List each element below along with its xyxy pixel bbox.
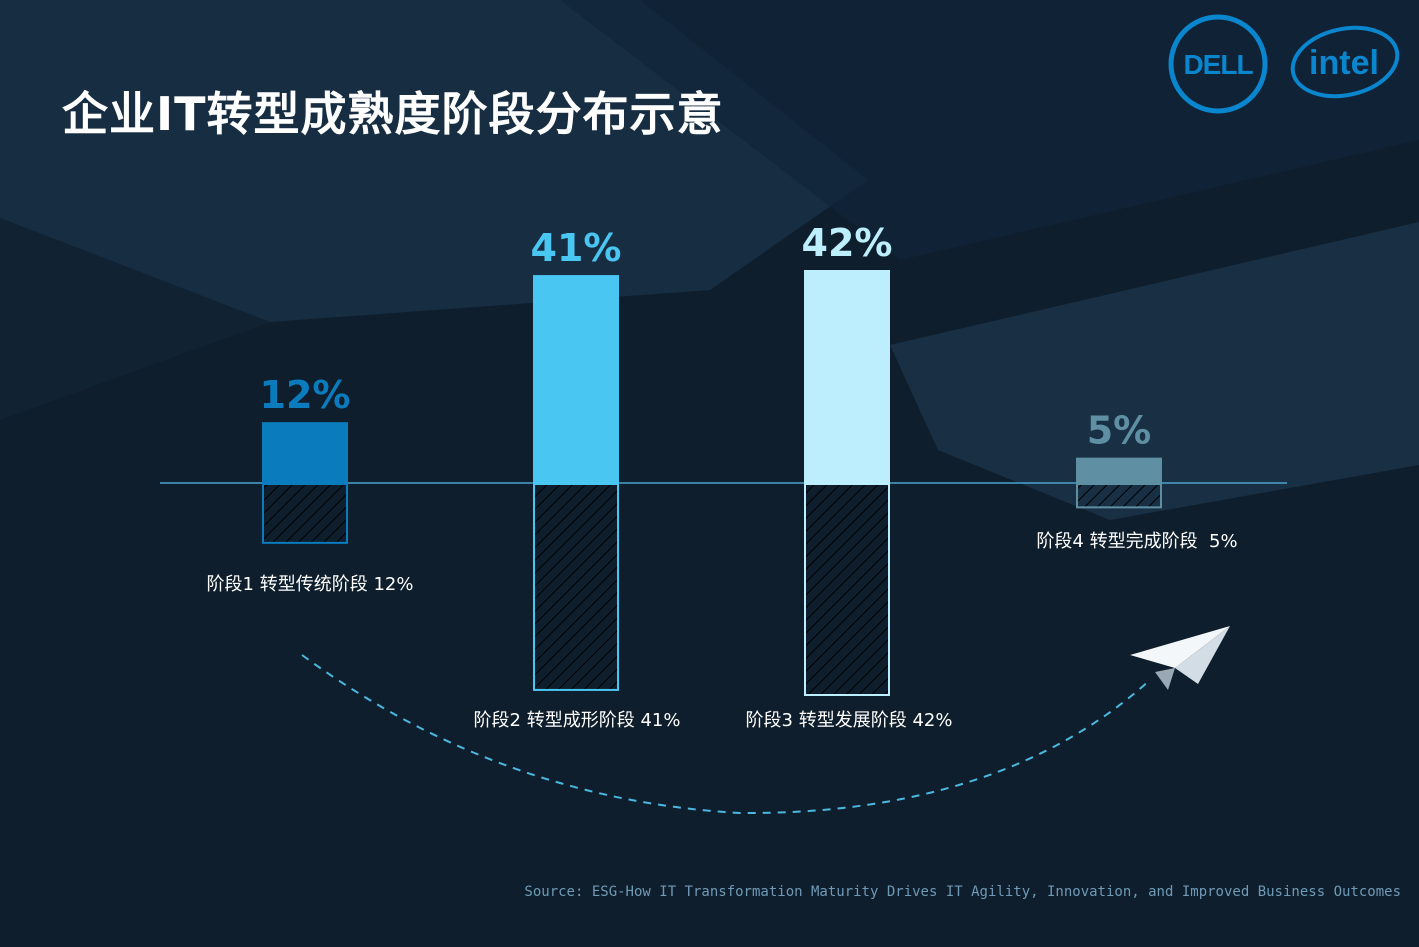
bar-reflection-stage-1 [262, 483, 348, 544]
source-note: Source: ESG-How IT Transformation Maturi… [524, 884, 1401, 900]
category-label-stage-4: 阶段4 转型完成阶段 5% [1036, 531, 1237, 552]
bar-stage-4 [1076, 457, 1162, 483]
page-title: 企业IT转型成熟度阶段分布示意 [62, 87, 724, 141]
bar-reflection-stage-3 [804, 483, 890, 696]
data-label-stage-1: 12% [260, 373, 351, 417]
dell-logo-icon: DELL [1168, 14, 1268, 114]
category-label-stage-2: 阶段2 转型成形阶段 41% [474, 710, 681, 731]
bar-stage-3 [804, 270, 890, 483]
data-label-stage-4: 5% [1087, 409, 1152, 453]
bar-stage-2 [533, 275, 619, 483]
data-label-stage-3: 42% [802, 221, 893, 265]
bar-reflection-stage-4 [1076, 483, 1162, 509]
category-label-stage-3: 阶段3 转型发展阶段 42% [746, 710, 953, 731]
category-label-stage-1: 阶段1 转型传统阶段 12% [207, 574, 414, 595]
trend-arrow-path [301, 654, 1151, 815]
intel-logo-icon: intel [1290, 25, 1400, 99]
svg-text:intel: intel [1309, 44, 1379, 82]
svg-text:DELL: DELL [1183, 49, 1253, 80]
bar-stage-1 [262, 422, 348, 483]
data-label-stage-2: 41% [531, 226, 622, 270]
paper-plane-icon [1130, 626, 1230, 690]
bar-reflection-stage-2 [533, 483, 619, 691]
